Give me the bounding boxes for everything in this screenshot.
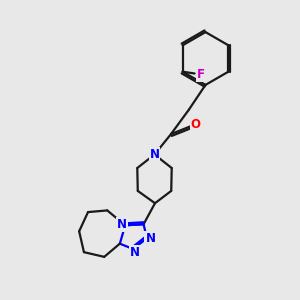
Text: N: N (146, 232, 155, 245)
Text: N: N (117, 218, 127, 231)
Text: O: O (190, 118, 201, 131)
Text: N: N (130, 246, 140, 259)
Text: F: F (196, 68, 205, 81)
Text: N: N (149, 148, 160, 161)
